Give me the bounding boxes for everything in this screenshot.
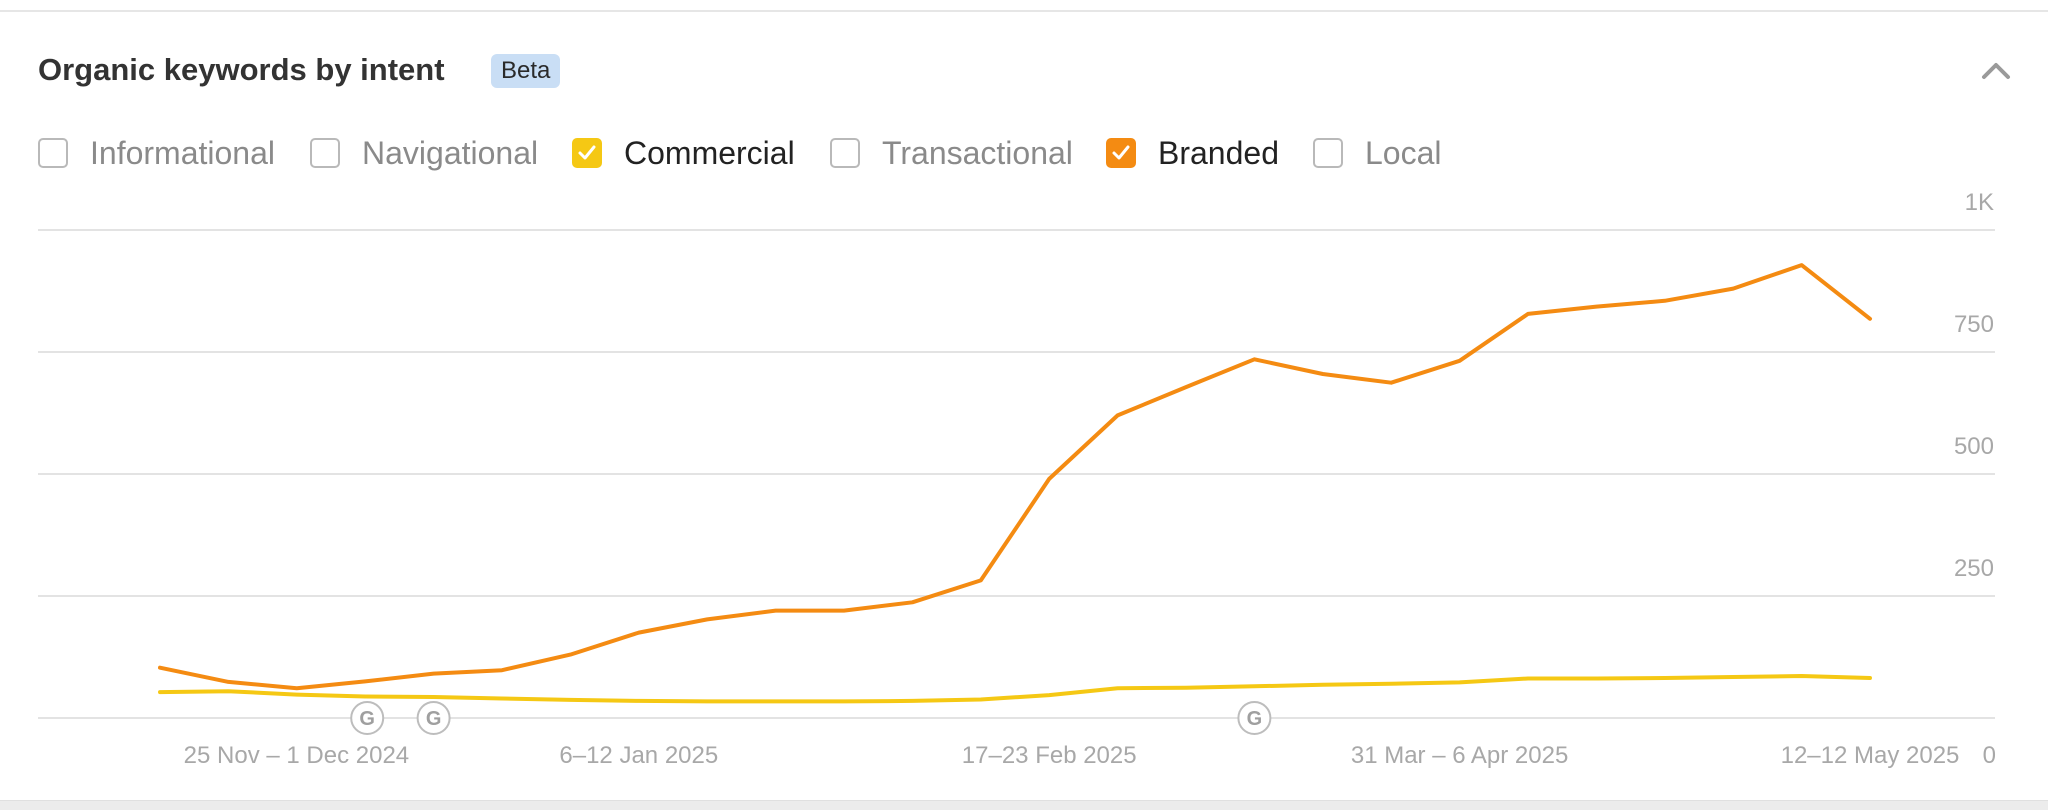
filter-label: Local	[1365, 135, 1442, 171]
x-tick-label: 12–12 May 2025	[1781, 742, 1960, 769]
filter-label: Commercial	[624, 135, 795, 171]
x-tick-label: 17–23 Feb 2025	[962, 742, 1137, 769]
google-update-marker	[1237, 701, 1272, 735]
google-update-marker-label: G	[426, 708, 442, 730]
checkbox-branded[interactable]	[1106, 138, 1136, 168]
collapse-button[interactable]	[1978, 55, 2014, 85]
x-tick-label: 6–12 Jan 2025	[559, 742, 718, 769]
google-update-marker-label: G	[1247, 708, 1263, 730]
y-tick-label: 250	[1954, 555, 1994, 582]
filter-label: Transactional	[882, 135, 1073, 171]
top-divider	[0, 10, 2048, 12]
y-tick-label: 500	[1954, 433, 1994, 460]
x-tick-label: 31 Mar – 6 Apr 2025	[1351, 742, 1568, 769]
checkmark-icon	[1112, 145, 1130, 160]
series-line-0	[158, 263, 1872, 691]
checkbox-local[interactable]	[1313, 138, 1343, 168]
checkbox-commercial[interactable]	[572, 138, 602, 168]
card-title: Organic keywords by intent	[38, 52, 445, 87]
bottom-band	[0, 800, 2048, 810]
series-line-1	[158, 674, 1872, 704]
checkmark-icon	[578, 145, 596, 160]
google-update-marker	[350, 701, 385, 735]
filter-label: Navigational	[362, 135, 539, 171]
filter-label: Branded	[1158, 135, 1279, 171]
chevron-up-icon	[1982, 63, 2010, 79]
y-tick-label: 1K	[1965, 189, 1994, 216]
google-update-marker-label: G	[359, 708, 375, 730]
checkbox-navigational[interactable]	[310, 138, 340, 168]
y-tick-label: 750	[1954, 311, 1994, 338]
checkbox-informational[interactable]	[38, 138, 68, 168]
checkbox-transactional[interactable]	[830, 138, 860, 168]
beta-badge: Beta	[491, 54, 561, 88]
filter-label: Informational	[90, 135, 275, 171]
google-update-marker	[416, 701, 451, 735]
y-tick-label: 0	[1983, 742, 1996, 769]
x-tick-label: 25 Nov – 1 Dec 2024	[184, 742, 409, 769]
